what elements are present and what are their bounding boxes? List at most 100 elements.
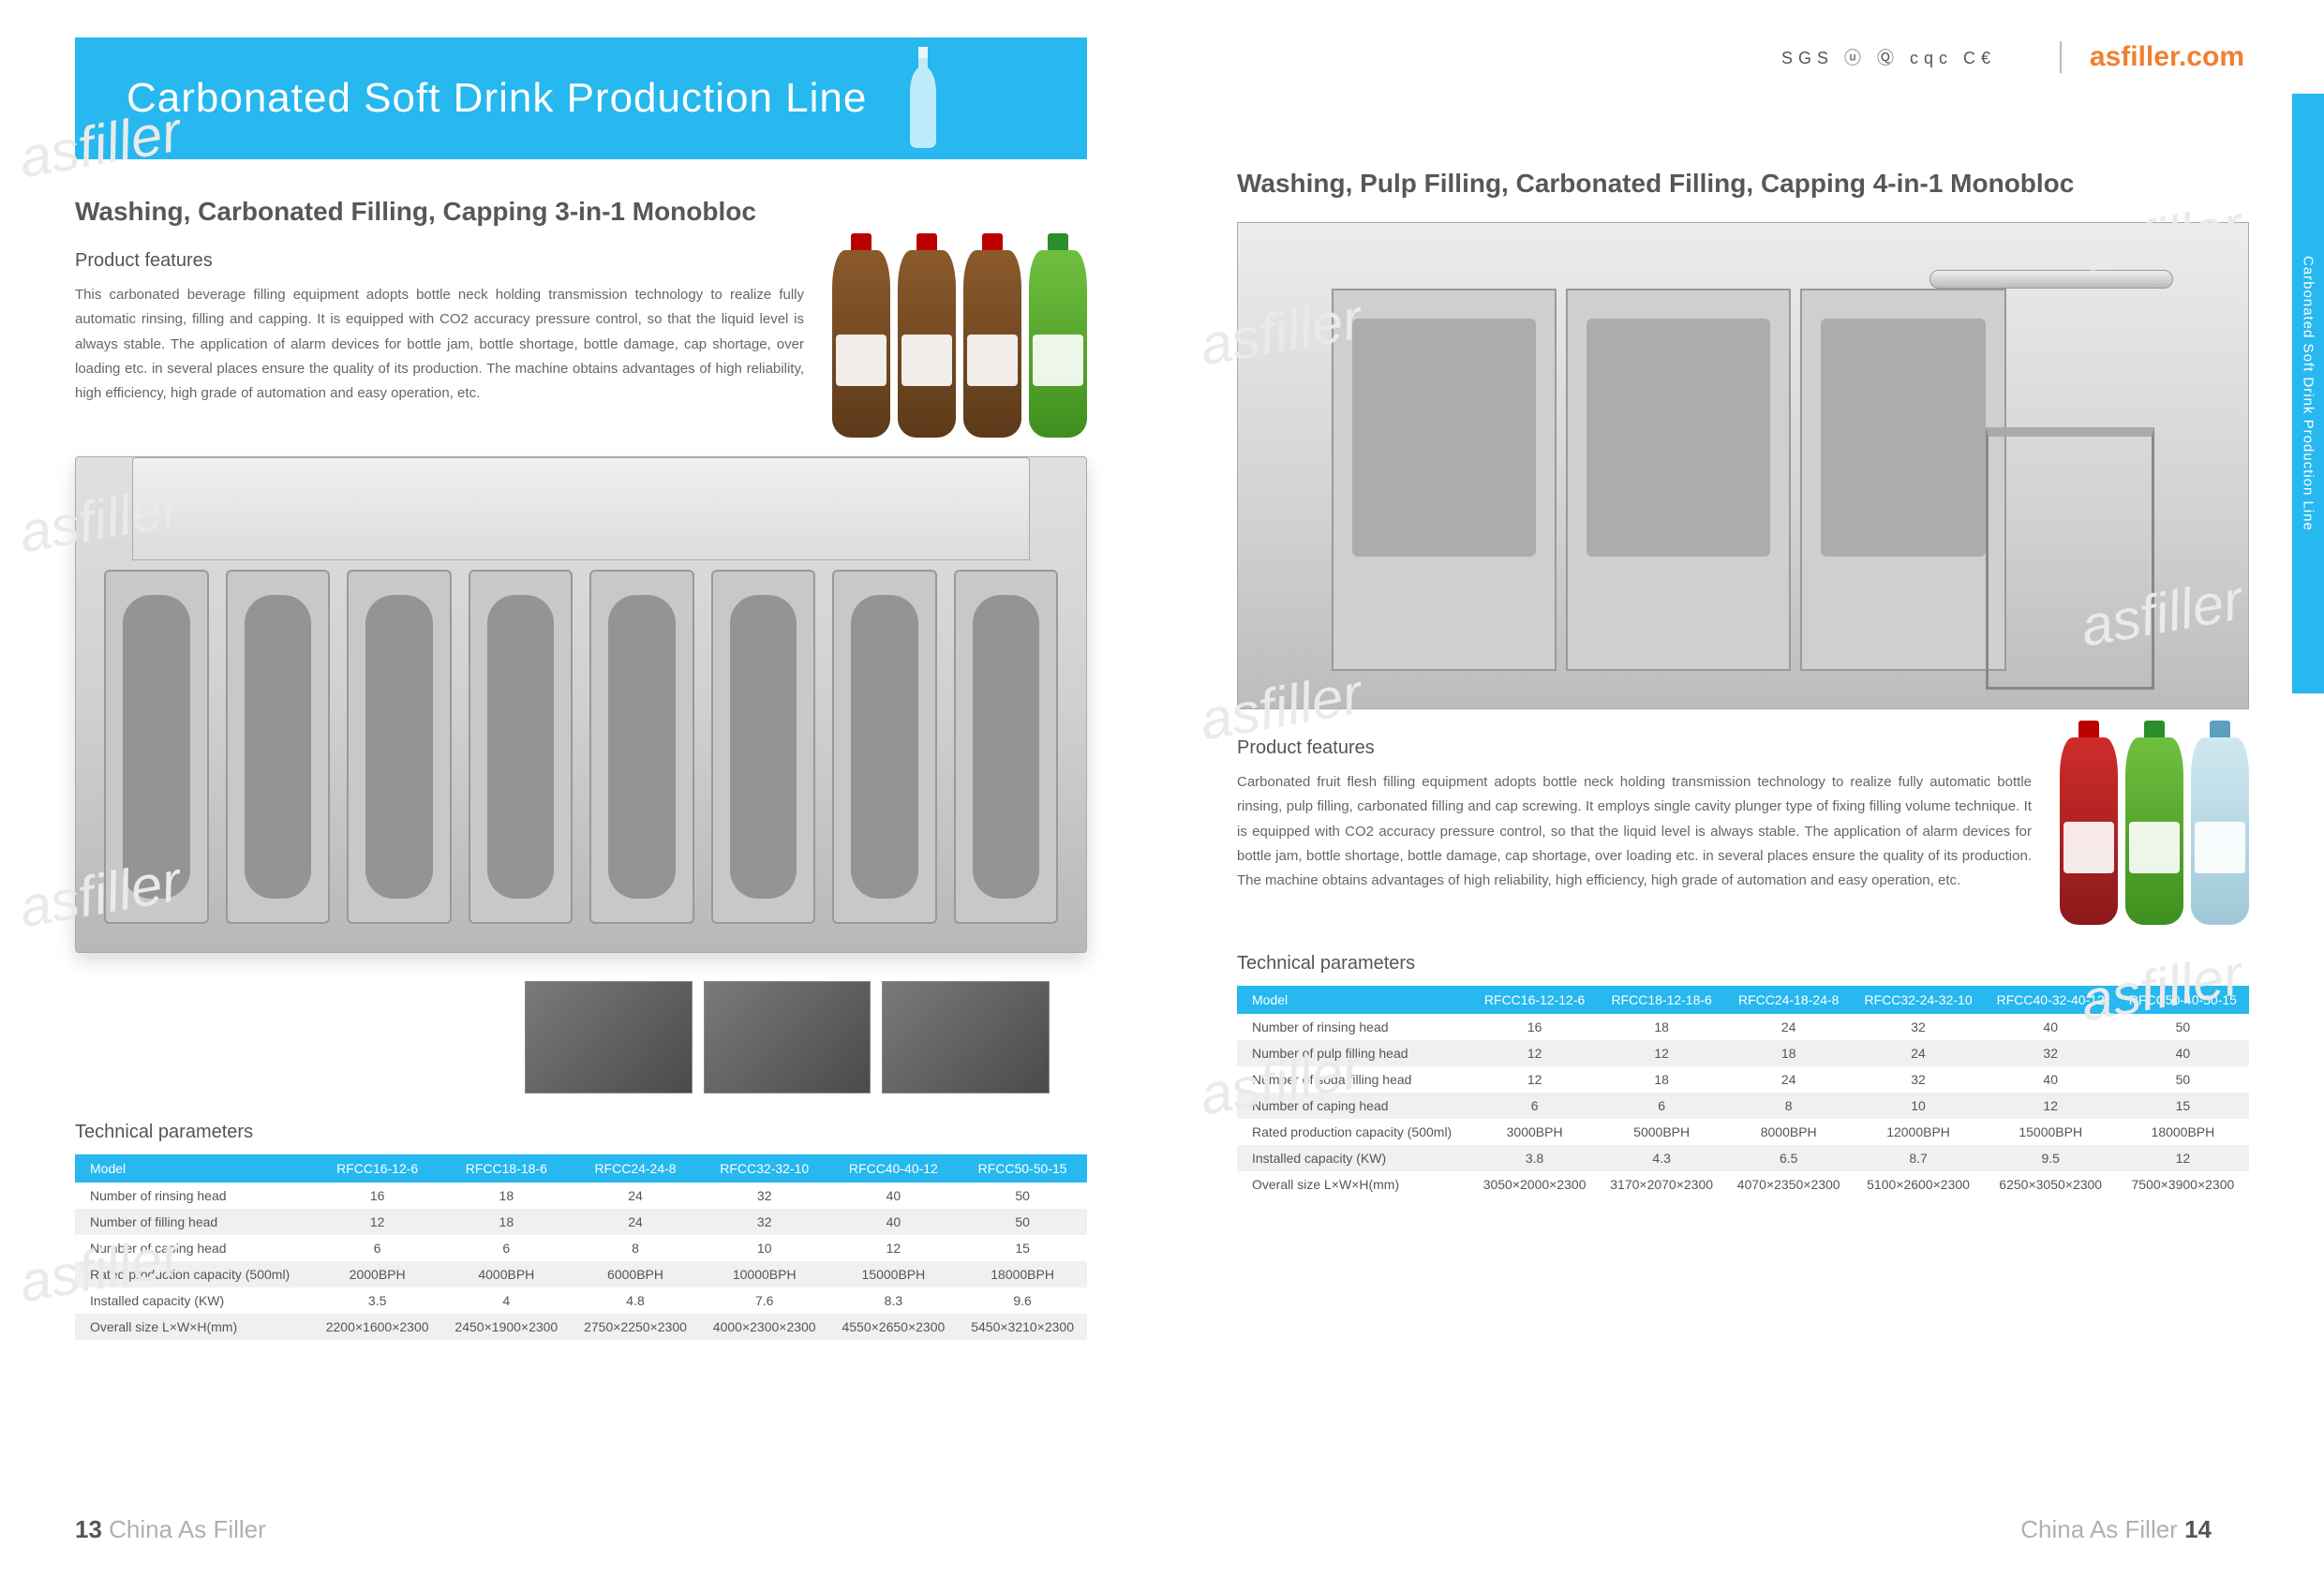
table-cell: 7500×3900×2300 [2117, 1171, 2249, 1198]
table-cell: 2200×1600×2300 [313, 1314, 442, 1340]
table-cell: 16 [1471, 1014, 1599, 1040]
table-cell: 18 [1725, 1040, 1853, 1066]
table-cell: 8000BPH [1725, 1119, 1853, 1145]
features-label: Product features [75, 250, 804, 272]
table-header-cell: RFCC24-24-8 [571, 1154, 700, 1183]
table-cell: 2450×1900×2300 [441, 1314, 571, 1340]
table-cell: Rated production capacity (500ml) [75, 1261, 313, 1287]
table-cell: 3050×2000×2300 [1471, 1171, 1599, 1198]
table-cell: Number of caping head [1237, 1093, 1471, 1119]
certification-logos: SGS ⓤ Ⓠ cqc C€ [1781, 45, 1996, 69]
table-cell: 8 [571, 1235, 700, 1261]
table-cell: 18 [441, 1183, 571, 1209]
table-cell: 50 [2117, 1066, 2249, 1093]
site-url: asfiller.com [2060, 41, 2244, 73]
section-heading-3in1: Washing, Carbonated Filling, Capping 3-i… [75, 197, 1087, 227]
table-row: Number of caping head668101215 [1237, 1093, 2249, 1119]
table-header-cell: RFCC50-50-15 [958, 1154, 1087, 1183]
side-tab: Carbonated Soft Drink Production Line [2292, 94, 2324, 693]
features-text-right: Product features Carbonated fruit flesh … [1237, 737, 2032, 925]
features-body: This carbonated beverage filling equipme… [75, 283, 804, 406]
section-heading-4in1: Washing, Pulp Filling, Carbonated Fillin… [1237, 169, 2249, 199]
table-cell: 6.5 [1725, 1145, 1853, 1171]
table-row: Number of rinsing head161824324050 [1237, 1014, 2249, 1040]
table-cell: 8.3 [829, 1287, 959, 1314]
table-row: Number of rinsing head161824324050 [75, 1183, 1087, 1209]
table-cell: 24 [1725, 1066, 1853, 1093]
tech-params-heading-right: Technical parameters [1237, 953, 2249, 974]
table-header-cell: RFCC50-40-50-15 [2117, 986, 2249, 1014]
table-cell: Number of caping head [75, 1235, 313, 1261]
sample-bottles-right [2060, 737, 2249, 925]
table-cell: 24 [571, 1209, 700, 1235]
bottle-max [963, 250, 1021, 438]
table-header-cell: RFCC24-18-24-8 [1725, 986, 1853, 1014]
table-cell: 24 [1852, 1040, 1984, 1066]
table-row: Overall size L×W×H(mm)2200×1600×23002450… [75, 1314, 1087, 1340]
table-row: Installed capacity (KW)3.544.87.68.39.6 [75, 1287, 1087, 1314]
table-cell: 12 [1471, 1066, 1599, 1093]
bottle-sprite [2125, 737, 2183, 925]
machine-3in1-image [75, 456, 1087, 953]
page-14: SGS ⓤ Ⓠ cqc C€ asfiller.com Carbonated S… [1162, 0, 2324, 1577]
table-cell: 4070×2350×2300 [1725, 1171, 1853, 1198]
table-cell: 10 [700, 1235, 829, 1261]
table-row: Number of filling head121824324050 [75, 1209, 1087, 1235]
table-cell: 40 [2117, 1040, 2249, 1066]
page-13: Carbonated Soft Drink Production Line Wa… [0, 0, 1162, 1577]
table-cell: 32 [1852, 1066, 1984, 1093]
bottle-coca [2060, 737, 2118, 925]
table-cell: 32 [700, 1183, 829, 1209]
table-row: Number of soda filling head121824324050 [1237, 1066, 2249, 1093]
table-cell: 10000BPH [700, 1261, 829, 1287]
table-cell: 4.3 [1598, 1145, 1725, 1171]
table-cell: Installed capacity (KW) [1237, 1145, 1471, 1171]
thumbnail-strip [525, 981, 1050, 1093]
table-header-cell: RFCC18-18-6 [441, 1154, 571, 1183]
bottle-pepsi [832, 250, 890, 438]
table-cell: 18 [441, 1209, 571, 1235]
table-cell: 9.5 [1985, 1145, 2117, 1171]
table-cell: 16 [313, 1183, 442, 1209]
table-header-cell: Model [1237, 986, 1471, 1014]
table-cell: Number of rinsing head [1237, 1014, 1471, 1040]
table-cell: 6000BPH [571, 1261, 700, 1287]
table-header-cell: RFCC16-12-12-6 [1471, 986, 1599, 1014]
table-cell: 4550×2650×2300 [829, 1314, 959, 1340]
table-cell: 7.6 [700, 1287, 829, 1314]
table-cell: Number of filling head [75, 1209, 313, 1235]
table-cell: Number of pulp filling head [1237, 1040, 1471, 1066]
table-cell: 15 [958, 1235, 1087, 1261]
table-cell: 5450×3210×2300 [958, 1314, 1087, 1340]
table-cell: 6250×3050×2300 [1985, 1171, 2117, 1198]
thumb-2 [704, 981, 872, 1093]
table-cell: 6 [1471, 1093, 1599, 1119]
table-cell: 10 [1852, 1093, 1984, 1119]
table-cell: 12 [2117, 1145, 2249, 1171]
table-cell: Overall size L×W×H(mm) [1237, 1171, 1471, 1198]
features-label-right: Product features [1237, 737, 2032, 759]
table-cell: Overall size L×W×H(mm) [75, 1314, 313, 1340]
table-row: Rated production capacity (500ml)2000BPH… [75, 1261, 1087, 1287]
table-cell: 50 [958, 1209, 1087, 1235]
table-cell: 12 [829, 1235, 959, 1261]
table-header-cell: RFCC40-32-40-12 [1985, 986, 2117, 1014]
table-cell: 18000BPH [958, 1261, 1087, 1287]
table-row: Rated production capacity (500ml)3000BPH… [1237, 1119, 2249, 1145]
features-body-right: Carbonated fruit flesh filling equipment… [1237, 770, 2032, 893]
table-cell: 18 [1598, 1014, 1725, 1040]
table-cell: 4.8 [571, 1287, 700, 1314]
table-cell: 50 [2117, 1014, 2249, 1040]
bottle-icon [904, 47, 942, 150]
table-cell: 2750×2250×2300 [571, 1314, 700, 1340]
table-cell: Number of soda filling head [1237, 1066, 1471, 1093]
table-header-cell: RFCC32-24-32-10 [1852, 986, 1984, 1014]
bottle-mtn [1029, 250, 1087, 438]
table-cell: 40 [1985, 1014, 2117, 1040]
table-cell: 3.5 [313, 1287, 442, 1314]
thumb-1 [525, 981, 693, 1093]
table-cell: 15 [2117, 1093, 2249, 1119]
table-header-cell: RFCC16-12-6 [313, 1154, 442, 1183]
table-cell: 6 [313, 1235, 442, 1261]
table-cell: 3.8 [1471, 1145, 1599, 1171]
